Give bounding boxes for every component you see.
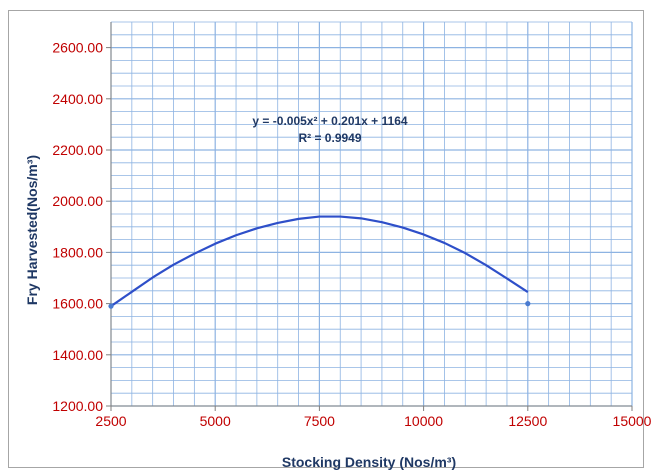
y-tick-label: 2600.00 [52, 40, 103, 56]
tick-labels: 1200.00 1400.00 1600.00 1800.00 2000.00 2200.… [52, 40, 651, 429]
x-tick-label: 2500 [95, 413, 126, 429]
x-tick-label: 12500 [508, 413, 547, 429]
grid-lines [110, 21, 633, 407]
data-point [108, 303, 114, 309]
y-tick-label: 1200.00 [52, 398, 103, 414]
x-tick-label: 10000 [404, 413, 443, 429]
plot-series [108, 215, 531, 309]
y-tick-label: 1400.00 [52, 347, 103, 363]
y-tick-label: 2000.00 [52, 193, 103, 209]
x-axis-title: Stocking Density (Nos/m³) [282, 454, 456, 470]
y-tick-label: 1600.00 [52, 296, 103, 312]
r-squared-label: R² = 0.9949 [298, 131, 361, 145]
x-tick-label: 5000 [200, 413, 231, 429]
axes [106, 22, 633, 411]
y-tick-label: 2400.00 [52, 91, 103, 107]
x-tick-label: 15000 [613, 413, 652, 429]
y-tick-label: 1800.00 [52, 244, 103, 260]
x-tick-label: 7500 [304, 413, 335, 429]
data-point [525, 301, 531, 307]
y-tick-label: 2200.00 [52, 142, 103, 158]
y-axis-title: Fry Harvested(Nos/m³) [24, 155, 40, 305]
trendline-equation: y = -0.005x² + 0.201x + 1164 [252, 114, 407, 128]
trendline-curve [110, 215, 529, 308]
